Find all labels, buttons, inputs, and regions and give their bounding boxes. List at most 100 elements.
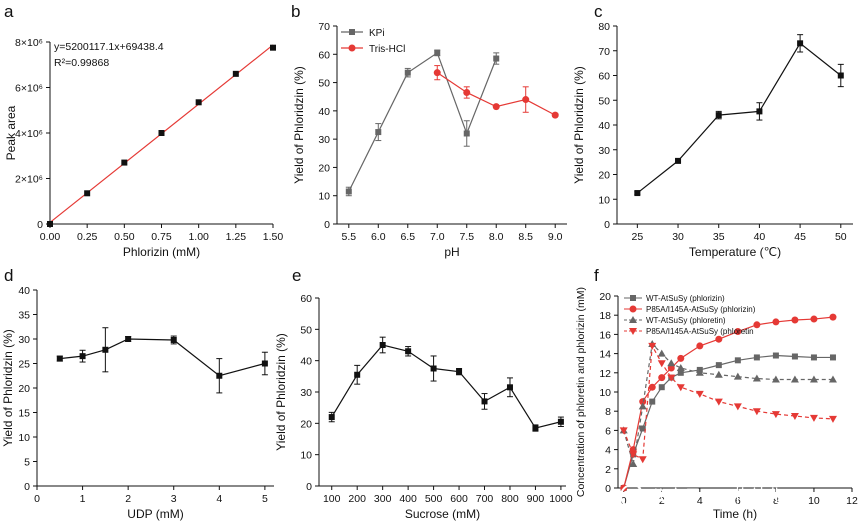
y-tick-label: 0 <box>605 483 611 495</box>
x-tick-label: 7.5 <box>459 231 474 243</box>
data-point <box>791 353 798 360</box>
x-tick-label: 50 <box>835 231 847 243</box>
data-point <box>379 342 386 348</box>
y-tick-label: 5 <box>24 457 30 469</box>
data-point <box>677 354 685 362</box>
panel-letter: a <box>4 2 14 21</box>
y-tick-label: 10 <box>300 450 312 462</box>
legend-marker <box>629 328 637 335</box>
legend-marker <box>630 295 636 301</box>
data-point <box>629 451 638 459</box>
legend-label: KPi <box>369 28 385 39</box>
y-axis-label: Yield of Phloridzin (%) <box>572 66 586 184</box>
data-point <box>328 414 335 421</box>
data-point <box>667 374 676 382</box>
data-point <box>121 159 128 166</box>
y-tick-label: 50 <box>318 78 330 90</box>
y-tick-label: 16 <box>599 329 611 341</box>
x-tick-label: 7.0 <box>430 231 445 243</box>
data-point <box>771 375 780 383</box>
series-0 <box>47 44 276 227</box>
x-tick-label: 1000 <box>549 493 573 505</box>
data-point <box>648 342 657 350</box>
x-tick-label: 5.5 <box>341 231 356 243</box>
y-tick-label: 0 <box>306 481 312 493</box>
data-point <box>829 313 837 321</box>
x-tick-label: 12 <box>846 495 858 507</box>
series-line <box>348 51 497 192</box>
legend-marker <box>348 44 356 52</box>
data-point <box>270 44 276 51</box>
data-point <box>492 103 500 111</box>
y-axis-label: Yield of Phloridzin (%) <box>292 66 306 184</box>
data-point <box>753 354 760 361</box>
data-point <box>102 346 109 353</box>
data-point <box>809 414 818 422</box>
data-point <box>456 368 463 375</box>
data-point <box>649 398 656 405</box>
data-point <box>658 374 666 382</box>
data-point <box>638 402 647 410</box>
y-tick-label: 80 <box>598 21 610 33</box>
y-tick-label: 70 <box>598 46 610 58</box>
x-tick-label: 1 <box>80 493 86 505</box>
data-point <box>714 370 723 378</box>
data-point <box>667 359 676 367</box>
y-tick-label: 40 <box>318 106 330 118</box>
data-point <box>232 70 239 77</box>
data-point <box>677 369 684 376</box>
data-point <box>79 353 86 360</box>
y-axis-label: Yield of Phloridzin (%) <box>274 333 288 451</box>
data-point <box>695 368 704 376</box>
data-point <box>752 374 761 382</box>
data-point <box>753 321 761 329</box>
data-point <box>828 375 837 383</box>
data-point <box>404 69 411 76</box>
x-tick-label: 40 <box>754 231 766 243</box>
x-tick-label: 6.0 <box>371 231 386 243</box>
data-point <box>790 375 799 383</box>
series-0 <box>634 34 844 197</box>
y-tick-label: 40 <box>18 285 30 297</box>
data-point <box>771 411 780 419</box>
data-point <box>634 190 641 197</box>
legend-label: P85A/I145A-AtSuSy (phloretin <box>646 327 754 336</box>
data-point <box>658 384 665 391</box>
x-tick-label: 800 <box>501 493 519 505</box>
data-point <box>216 372 223 379</box>
panel-e: e 100 200 300 400 500 600 700 800 900 1000 0 10 20 30 4… <box>274 266 573 521</box>
series-3 <box>619 342 837 464</box>
data-point <box>261 360 268 367</box>
data-point <box>756 108 763 115</box>
data-point <box>810 354 817 361</box>
panel-b: b 5.5 6.0 6.5 7.0 7.5 8.0 8.5 9.0 0 10 20 30 40 50 60 70… <box>291 2 567 259</box>
x-axis-label: Phlorizin (mM) <box>123 245 200 259</box>
data-point <box>84 190 91 197</box>
data-point <box>714 398 723 406</box>
data-point <box>170 336 177 343</box>
watermark-text: 公众号 · 万物纯化 <box>650 487 784 506</box>
x-tick-label: 700 <box>476 493 494 505</box>
y-tick-label: 30 <box>18 334 30 346</box>
y-axis-label: Peak area <box>4 105 18 160</box>
y-tick-label: 20 <box>599 291 611 303</box>
data-point <box>772 318 780 326</box>
data-point <box>506 384 513 391</box>
data-point <box>639 425 646 432</box>
legend-label: WT-AtSuSy (phlorizin) <box>646 294 725 303</box>
annotation: y=5200117.1x+69438.4 <box>54 41 164 53</box>
data-point <box>791 316 799 324</box>
y-tick-label: 10 <box>599 387 611 399</box>
y-tick-label: 30 <box>598 145 610 157</box>
y-tick-label: 40 <box>300 356 312 368</box>
x-tick-label: 6 <box>735 495 741 507</box>
y-tick-label: 0 <box>324 219 330 231</box>
y-tick-label: 15 <box>18 408 30 420</box>
x-tick-label: 0.50 <box>114 231 135 243</box>
y-tick-label: 10 <box>18 432 30 444</box>
x-tick-label: 2 <box>659 495 665 507</box>
series-0 <box>56 327 268 394</box>
data-point <box>809 375 818 383</box>
y-tick-label: 6 <box>605 425 611 437</box>
panel-d: d 0 1 2 3 4 5 0 5 10 15 20 25 30 35 40 UDP (mM) Yield of … <box>1 266 274 521</box>
